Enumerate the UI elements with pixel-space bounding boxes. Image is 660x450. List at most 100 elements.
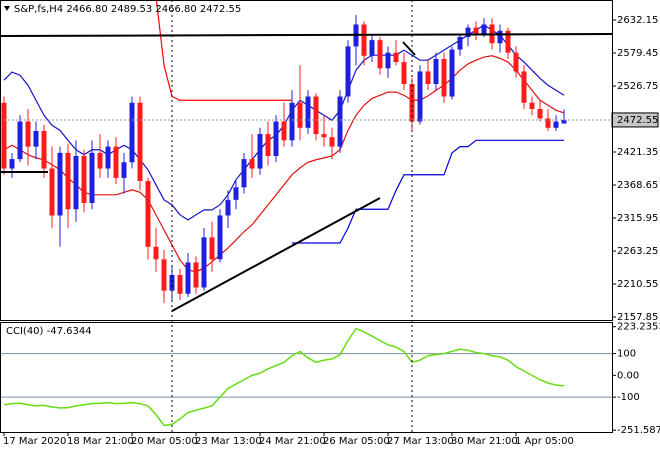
candle-body [65,152,71,210]
candle-body [529,102,535,110]
candle-body [185,262,191,294]
y-tick-label: -251.5875 [617,425,660,436]
trend-line [402,41,416,56]
cci-line [3,327,565,427]
candle-body [369,40,375,56]
y-tick-label: 2263.25 [617,246,658,257]
chart-title: S&P,fs,H4 2466.80 2489.53 2466.80 2472.5… [14,4,241,15]
candle-body [465,27,471,38]
x-tick-label: 20 Mar 05:00 [131,436,198,447]
candle-body [49,168,55,216]
x-tick-label: 27 Mar 13:00 [387,436,454,447]
trend-line [0,33,612,37]
candles [1,0,567,304]
candle-body [225,199,231,216]
main-frame [0,0,613,321]
x-tick-label: 23 Mar 13:00 [195,436,262,447]
y-tick-label: 2632.15 [617,15,658,26]
candle-body [545,118,551,128]
x-tick-label: 24 Mar 21:00 [259,436,326,447]
x-tick-label: 17 Mar 2020 [3,436,66,447]
candle-body [417,71,423,122]
y-tick-label: 2421.35 [617,147,658,158]
candle-body [345,46,351,97]
candle-body [41,130,47,169]
candle-body [297,102,303,128]
candle-body [561,119,567,124]
cci-frame [0,322,613,433]
candle-body [361,24,367,56]
candle-body [433,58,439,84]
x-tick-label: 26 Mar 05:00 [323,436,390,447]
drawings [0,33,612,312]
candle-body [97,152,103,169]
candle-body [161,259,167,291]
y-tick-label: 0.00 [617,370,639,381]
candle-body [513,52,519,72]
candle-body [401,62,407,84]
candle-body [257,134,263,169]
candle-body [25,121,31,147]
candle-body [121,162,127,178]
candle-body [385,52,391,69]
cci-title: CCI(40) -47.6344 [6,326,92,337]
candle-body [289,102,295,141]
candle-body [441,58,447,97]
candle-body [305,96,311,128]
y-tick-label: 2368.65 [617,180,658,191]
y-tick-label: 2315.95 [617,213,658,224]
y-tick-label: 2526.75 [617,81,658,92]
candle-body [153,246,159,260]
candle-body [249,159,255,169]
candle-body [409,83,415,122]
candle-body [105,146,111,169]
candle-body [17,121,23,160]
candle-body [537,109,543,119]
candle-body [337,96,343,147]
y-tick-label: 100 [617,349,636,360]
trend-line [171,197,381,312]
candle-body [9,159,15,169]
candle-body [217,215,223,260]
candle-body [137,102,143,182]
candle-body [281,121,287,141]
overlay-line [292,139,564,244]
overlay-line [3,55,565,273]
candle-body [521,71,527,103]
candle-body [81,155,87,203]
candle-body [505,30,511,53]
x-tick-label: 1 Apr 05:00 [515,436,574,447]
y-tick-label: 2210.55 [617,279,658,290]
candle-body [73,155,79,210]
candle-body [473,27,479,34]
candle-body [129,102,135,163]
candle-body [321,134,327,138]
candle-body [177,274,183,294]
overlay-line [155,0,292,101]
candle-body [313,96,319,135]
x-tick-label: 30 Mar 21:00 [451,436,518,447]
candle-body [169,274,175,291]
candle-body [553,121,559,128]
candle-body [273,121,279,156]
candle-body [193,262,199,288]
candle-body [57,152,63,216]
y-tick-label: 2157.85 [617,312,658,323]
candle-body [1,102,7,169]
candle-body [33,130,39,147]
candle-body [393,52,399,63]
menu-icon [4,6,10,11]
candle-body [241,159,247,188]
candle-body [457,37,463,50]
candle-body [481,24,487,34]
x-tick-label: 18 Mar 21:00 [67,436,134,447]
y-tick-label: 223.2353 [617,322,660,333]
candle-body [89,152,95,203]
candle-body [377,40,383,69]
candle-body [497,30,503,44]
candle-body [425,71,431,84]
candle-body [233,187,239,200]
candle-body [449,49,455,97]
